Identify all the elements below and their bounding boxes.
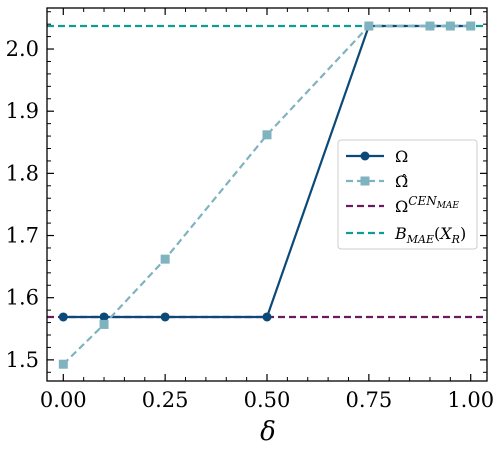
y-tick-label-3: 1.8 [6, 161, 39, 185]
x-tick-label-4: 1.00 [447, 388, 494, 412]
series-1-point-1 [99, 319, 109, 329]
legend-label-open: ( [434, 224, 440, 243]
series-0-point-1 [99, 312, 109, 322]
x-tick-label-3: 0.75 [345, 388, 392, 412]
legend-label-sub: MAE [406, 233, 434, 246]
y-tick-label-5: 2.0 [6, 37, 39, 61]
legend-label-main: B [394, 224, 407, 243]
plot-area [47, 21, 487, 369]
legend-label-close: ) [460, 224, 466, 243]
series-1-point-0 [58, 359, 68, 369]
series-0-point-0 [58, 312, 68, 322]
y-tick-label-0: 1.5 [6, 348, 39, 372]
legend-label-var-sub: R [451, 233, 460, 246]
legend-label-2: ΩCENMAE [395, 194, 459, 216]
series-1-point-5 [425, 21, 435, 31]
x-axis-label: δ [260, 417, 276, 447]
series-0-point-2 [160, 312, 170, 322]
series-0-point-3 [262, 312, 272, 322]
series-1-point-4 [364, 21, 374, 31]
series-1-point-2 [160, 254, 170, 264]
x-tick-label-1: 0.25 [142, 388, 189, 412]
legend-label-subsub: MAE [436, 201, 460, 211]
series-1-point-6 [445, 21, 455, 31]
legend-label-sup: CEN [408, 194, 437, 208]
legend-label-main: Ω [395, 197, 408, 216]
legend-marker-1 [360, 176, 370, 186]
y-tick-label-4: 1.9 [6, 99, 39, 123]
series-1-point-7 [466, 21, 476, 31]
x-tick-label-0: 0.00 [40, 388, 87, 412]
y-tick-label-1: 1.6 [6, 286, 39, 310]
axes: 0.00 0.25 0.50 0.75 1.00 1.5 1.6 1.7 1.8 1.9 2.0 [6, 7, 494, 412]
legend-marker-0 [360, 151, 370, 161]
legend-label-0: Ω [395, 147, 408, 166]
x-tick-label-2: 0.50 [244, 388, 291, 412]
series-1-point-3 [262, 130, 272, 140]
legend-label-1: Ω̂ [395, 172, 408, 191]
legend-box [337, 139, 478, 250]
legend-label-3: BMAE(XR) [394, 224, 466, 246]
y-tick-label-2: 1.7 [6, 224, 39, 248]
legend-label-var: X [438, 224, 452, 243]
